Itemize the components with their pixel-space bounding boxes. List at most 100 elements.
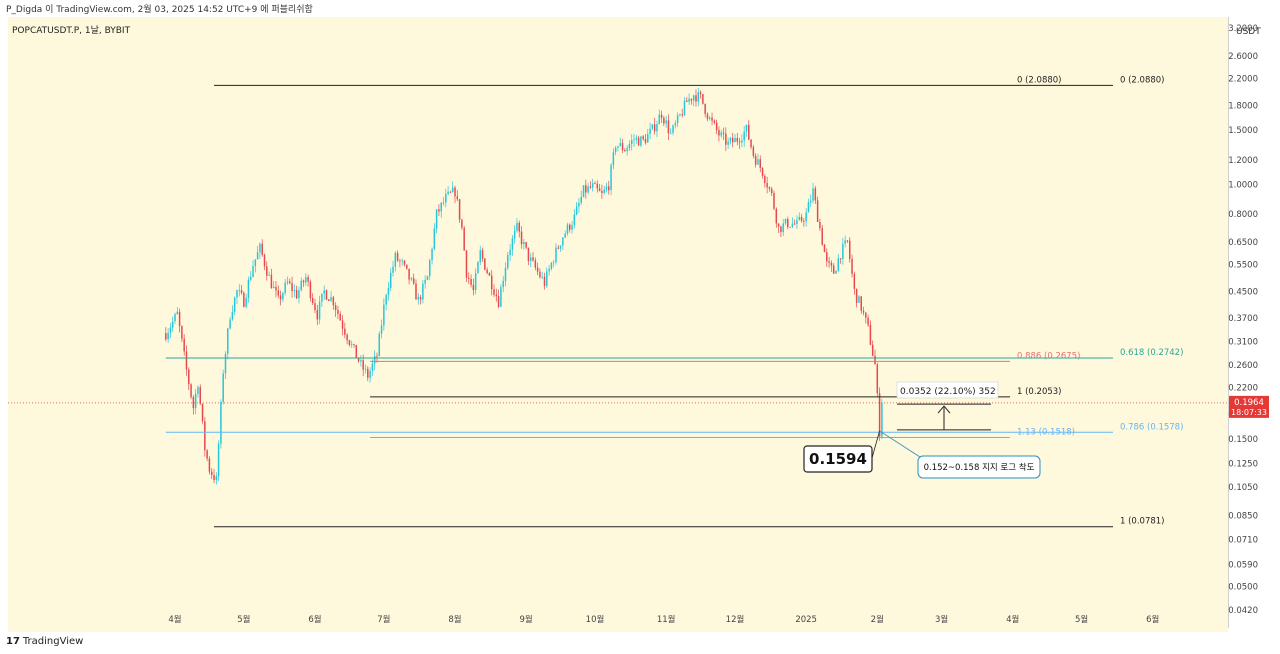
candle-body: [601, 191, 603, 193]
candle-body: [300, 280, 302, 291]
candle-body: [653, 124, 656, 132]
candle-body: [587, 186, 589, 193]
candle-body: [245, 297, 247, 307]
candle-body: [683, 100, 686, 116]
candle-body: [463, 227, 465, 251]
candle-body: [291, 283, 293, 291]
candle-body: [169, 327, 172, 333]
candle-body: [334, 305, 337, 311]
candle-body: [468, 277, 470, 279]
candle-body: [456, 196, 459, 200]
chart-area[interactable]: [8, 17, 1228, 628]
low-callout-pointer: [871, 430, 880, 459]
candle-body: [649, 128, 651, 134]
candle-body: [373, 355, 376, 364]
candle-body: [477, 262, 479, 274]
candle-body: [805, 212, 807, 222]
candle-body: [603, 189, 605, 193]
candle-body: [830, 262, 833, 266]
candle-body: [240, 290, 243, 293]
candle-body: [720, 132, 722, 136]
candle-body: [539, 271, 541, 278]
time-tick-label: 3월: [935, 614, 948, 625]
candle-body: [874, 355, 876, 365]
candle-body: [809, 200, 812, 203]
time-tick-label: 9월: [520, 614, 533, 625]
candle-body: [380, 325, 383, 334]
candle-body: [231, 311, 234, 320]
candle-body: [309, 281, 312, 298]
candle-body: [835, 270, 837, 274]
candle-body: [688, 98, 690, 102]
candle-body: [293, 290, 296, 291]
candle-body: [490, 275, 493, 290]
candle-body: [208, 458, 211, 472]
candle-body: [378, 333, 381, 356]
candle-body: [488, 273, 491, 276]
candle-body: [594, 183, 596, 185]
price-tick-label: 1.5000: [1228, 126, 1258, 136]
candle-body: [832, 265, 835, 274]
candle-body: [307, 277, 309, 282]
candle-body: [199, 387, 201, 404]
candle-body: [548, 268, 550, 272]
candle-body: [731, 138, 734, 143]
candle-body: [642, 136, 644, 140]
candle-body: [849, 240, 851, 259]
support-note-text: 0.152~0.158 지지 로그 착도: [924, 463, 1035, 473]
footer-bar: [0, 632, 1280, 654]
candle-body: [403, 260, 406, 265]
candle-body: [734, 137, 736, 143]
candle-body: [871, 344, 874, 356]
candle-body: [745, 124, 748, 132]
candle-body: [243, 292, 245, 307]
time-tick-label: 6월: [1146, 614, 1159, 625]
candle-body: [713, 120, 716, 123]
candle-body: [406, 264, 408, 269]
candle-body: [461, 219, 463, 228]
candle-body: [360, 360, 362, 362]
measure-box: [896, 381, 999, 399]
candle-body: [679, 114, 681, 116]
time-tick-label: 5월: [237, 614, 250, 625]
candle-body: [697, 92, 700, 102]
candle-body: [507, 255, 509, 268]
candle-body: [569, 224, 571, 230]
candle-body: [637, 137, 640, 146]
tradingview-logo[interactable]: 17 TradingView: [6, 636, 83, 647]
candle-body: [536, 267, 539, 272]
candle-body: [472, 284, 475, 291]
candle-body: [709, 117, 711, 119]
time-tick-label: 6월: [308, 614, 321, 625]
fib-0618-label: 0.618 (0.2742): [1120, 348, 1183, 358]
candle-body: [385, 295, 387, 305]
candle-body: [328, 299, 330, 301]
candle-body: [573, 214, 576, 226]
candle-body: [449, 191, 452, 193]
candle-body: [355, 344, 358, 358]
candle-body: [770, 188, 773, 194]
candle-body: [394, 252, 397, 267]
candle-body: [387, 287, 390, 296]
price-tick-label: 0.3100: [1228, 338, 1258, 348]
candle-body: [295, 290, 298, 299]
current-price-value: 0.1964: [1234, 398, 1264, 408]
candle-body: [681, 114, 683, 116]
low-callout-text: 0.1594: [809, 450, 867, 468]
candle-body: [626, 148, 628, 152]
candle-body: [566, 224, 569, 234]
candle-body: [727, 141, 729, 145]
candle-body: [837, 258, 840, 271]
price-axis[interactable]: [1228, 17, 1280, 628]
candle-body: [621, 143, 624, 151]
candle-body: [305, 277, 307, 283]
candle-body: [557, 247, 560, 249]
candle-body: [738, 141, 741, 143]
measure-text: 0.0352 (22.10%) 352: [900, 387, 996, 397]
candle-body: [559, 245, 562, 249]
candle-body: [736, 137, 739, 142]
candle-body: [532, 257, 534, 261]
time-tick-label: 10월: [586, 614, 605, 625]
candle-body: [585, 185, 587, 193]
